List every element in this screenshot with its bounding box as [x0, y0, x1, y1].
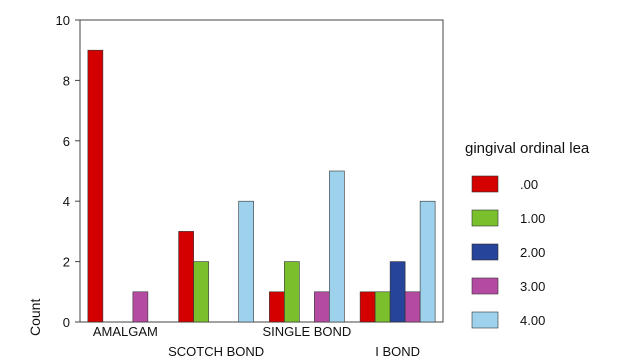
bar-1-4	[238, 200, 254, 323]
bar-3-1	[374, 291, 391, 323]
bar-0-0	[87, 49, 104, 323]
y-axis-label: Count	[27, 299, 43, 336]
y-tick-label: 4	[63, 194, 70, 209]
plot-frame	[79, 19, 444, 323]
legend: gingival ordinal lea .00 1.00 2.00 3.00 4.00	[465, 140, 590, 329]
category-label: I BOND	[375, 344, 420, 359]
bar-3-2	[389, 261, 406, 323]
y-tick-label: 6	[63, 134, 70, 149]
category-label: SINGLE BOND	[262, 324, 351, 339]
category-label: AMALGAM	[93, 324, 158, 339]
legend-swatch	[471, 243, 499, 261]
y-tick-label: 8	[63, 73, 70, 88]
y-tick-label: 2	[63, 255, 70, 270]
legend-label: 1.00	[520, 211, 545, 226]
bar-3-3	[404, 291, 421, 323]
bar-3-0	[359, 291, 376, 323]
category-labels: AMALGAM SCOTCH BOND SINGLE BOND I BOND	[93, 324, 420, 359]
legend-swatch	[471, 175, 499, 193]
category-label: SCOTCH BOND	[168, 344, 264, 359]
bar-2-1	[284, 261, 300, 323]
bar-2-0	[269, 291, 285, 323]
bar-2-3	[314, 291, 330, 323]
y-tick-label: 0	[63, 315, 70, 330]
bar-1-0	[178, 231, 194, 323]
legend-title: gingival ordinal lea	[465, 140, 590, 157]
bar-0-3	[132, 291, 149, 323]
y-axis: 0 2 4 6 8 10	[56, 13, 80, 330]
legend-label: 3.00	[520, 279, 545, 294]
bar-1-1	[193, 261, 209, 323]
y-tick-label: 10	[56, 13, 70, 28]
bar-2-4	[329, 170, 345, 323]
bar-3-4	[419, 200, 436, 323]
legend-swatch	[471, 311, 499, 329]
legend-label: 4.00	[520, 313, 545, 328]
legend-label: 2.00	[520, 245, 545, 260]
legend-swatch	[471, 209, 499, 227]
legend-swatch	[471, 277, 499, 295]
bars-group	[87, 49, 436, 323]
legend-label: .00	[520, 177, 538, 192]
